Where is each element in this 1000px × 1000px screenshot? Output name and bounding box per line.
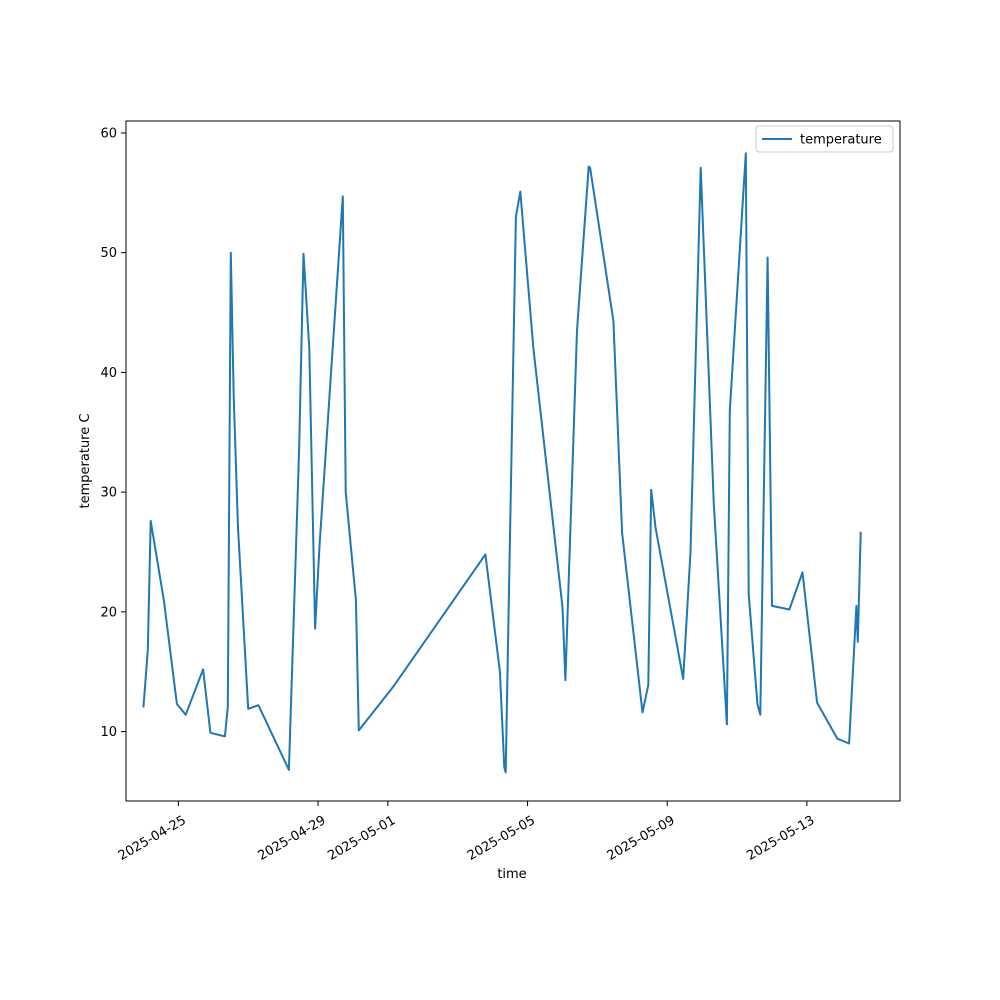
y-tick-label: 40 bbox=[100, 366, 117, 381]
axes-frame bbox=[125, 120, 901, 802]
y-tick-label: 60 bbox=[100, 126, 117, 141]
legend-label: temperature bbox=[800, 133, 882, 148]
y-tick-label: 20 bbox=[100, 605, 117, 620]
plot-area bbox=[142, 152, 862, 774]
legend: temperature bbox=[755, 125, 894, 153]
y-axis-title: temperature C bbox=[78, 414, 93, 509]
legend-box bbox=[755, 125, 894, 153]
x-axis-title: time bbox=[497, 867, 526, 882]
series-line-temperature bbox=[142, 152, 862, 774]
y-tick-label: 30 bbox=[100, 486, 117, 501]
y-tick-label: 10 bbox=[100, 725, 117, 740]
y-tick-label: 50 bbox=[100, 246, 117, 261]
